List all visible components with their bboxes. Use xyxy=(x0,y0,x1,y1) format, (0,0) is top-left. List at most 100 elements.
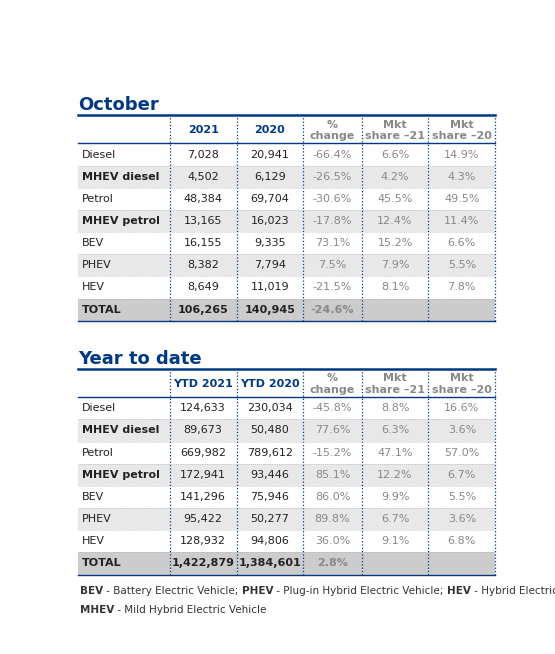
Text: 14.9%: 14.9% xyxy=(444,150,480,160)
Text: - Hybrid Electric Vehicle,: - Hybrid Electric Vehicle, xyxy=(471,585,555,596)
Text: 3.6%: 3.6% xyxy=(448,514,476,524)
Text: 77.6%: 77.6% xyxy=(315,426,350,436)
Text: 6.3%: 6.3% xyxy=(381,426,409,436)
Text: 15.2%: 15.2% xyxy=(377,238,413,248)
Text: 13,165: 13,165 xyxy=(184,216,223,226)
Text: 93,446: 93,446 xyxy=(250,470,289,480)
Text: 4,502: 4,502 xyxy=(187,172,219,182)
Text: TOTAL: TOTAL xyxy=(82,305,122,315)
Text: 48,384: 48,384 xyxy=(184,194,223,204)
Text: 4.2%: 4.2% xyxy=(381,172,410,182)
Text: 3.6%: 3.6% xyxy=(448,426,476,436)
Text: MHEV diesel: MHEV diesel xyxy=(82,426,160,436)
Text: HEV: HEV xyxy=(82,536,105,546)
Text: Petrol: Petrol xyxy=(82,447,114,458)
Text: 45.5%: 45.5% xyxy=(377,194,413,204)
Text: PHEV: PHEV xyxy=(82,260,112,270)
Text: 7,794: 7,794 xyxy=(254,260,286,270)
Text: 789,612: 789,612 xyxy=(247,447,293,458)
Text: -45.8%: -45.8% xyxy=(312,404,352,413)
Text: 2.8%: 2.8% xyxy=(317,559,348,568)
Text: MHEV: MHEV xyxy=(80,605,114,615)
Text: -26.5%: -26.5% xyxy=(313,172,352,182)
Text: 85.1%: 85.1% xyxy=(315,470,350,480)
Text: 5.5%: 5.5% xyxy=(448,492,476,502)
Text: 1,422,879: 1,422,879 xyxy=(171,559,235,568)
Text: 140,945: 140,945 xyxy=(244,305,295,315)
Text: 47.1%: 47.1% xyxy=(377,447,413,458)
Text: Diesel: Diesel xyxy=(82,150,117,160)
Text: 6,129: 6,129 xyxy=(254,172,286,182)
Text: BEV: BEV xyxy=(80,585,103,596)
Text: 7.5%: 7.5% xyxy=(319,260,347,270)
Bar xyxy=(78,143,495,165)
Text: - Battery Electric Vehicle;: - Battery Electric Vehicle; xyxy=(103,585,242,596)
Text: %
change: % change xyxy=(310,120,355,141)
Text: 8.1%: 8.1% xyxy=(381,283,409,292)
Bar xyxy=(78,232,495,254)
Text: 4.3%: 4.3% xyxy=(448,172,476,182)
Bar xyxy=(78,486,495,508)
Bar xyxy=(78,508,495,530)
Bar xyxy=(78,419,495,441)
Text: MHEV petrol: MHEV petrol xyxy=(82,216,160,226)
Text: -30.6%: -30.6% xyxy=(313,194,352,204)
Text: 2020: 2020 xyxy=(255,126,285,135)
Text: 12.2%: 12.2% xyxy=(377,470,413,480)
Text: 172,941: 172,941 xyxy=(180,470,226,480)
Text: %
change: % change xyxy=(310,373,355,395)
Bar xyxy=(78,441,495,464)
Text: 50,480: 50,480 xyxy=(250,426,289,436)
Text: PHEV: PHEV xyxy=(82,514,112,524)
Text: Mkt
share –21: Mkt share –21 xyxy=(365,120,425,141)
Text: 6.7%: 6.7% xyxy=(381,514,409,524)
Text: PHEV: PHEV xyxy=(242,585,274,596)
Text: Year to date: Year to date xyxy=(78,350,201,368)
Text: 128,932: 128,932 xyxy=(180,536,226,546)
Text: 8,649: 8,649 xyxy=(187,283,219,292)
Text: -24.6%: -24.6% xyxy=(311,305,354,315)
Text: 11.4%: 11.4% xyxy=(444,216,480,226)
Text: HEV: HEV xyxy=(82,283,105,292)
Text: -21.5%: -21.5% xyxy=(313,283,352,292)
Text: 12.4%: 12.4% xyxy=(377,216,413,226)
Text: 9,335: 9,335 xyxy=(254,238,286,248)
Bar xyxy=(78,277,495,298)
Text: Mkt
share –20: Mkt share –20 xyxy=(432,373,492,395)
Text: 5.5%: 5.5% xyxy=(448,260,476,270)
Text: 9.9%: 9.9% xyxy=(381,492,410,502)
Text: - Plug-in Hybrid Electric Vehicle;: - Plug-in Hybrid Electric Vehicle; xyxy=(274,585,447,596)
Text: 8,382: 8,382 xyxy=(187,260,219,270)
Text: 16,023: 16,023 xyxy=(251,216,289,226)
Text: 9.1%: 9.1% xyxy=(381,536,409,546)
Text: -15.2%: -15.2% xyxy=(313,447,352,458)
Text: -66.4%: -66.4% xyxy=(313,150,352,160)
Text: 230,034: 230,034 xyxy=(247,404,293,413)
Text: 8.8%: 8.8% xyxy=(381,404,410,413)
Bar xyxy=(78,553,495,574)
Text: 69,704: 69,704 xyxy=(250,194,289,204)
Text: October: October xyxy=(78,96,159,114)
Text: 1,384,601: 1,384,601 xyxy=(239,559,301,568)
Text: 86.0%: 86.0% xyxy=(315,492,350,502)
Bar xyxy=(78,254,495,277)
Text: 6.6%: 6.6% xyxy=(381,150,409,160)
Text: TOTAL: TOTAL xyxy=(82,559,122,568)
Text: 6.8%: 6.8% xyxy=(448,536,476,546)
Bar xyxy=(78,298,495,320)
Text: 95,422: 95,422 xyxy=(184,514,223,524)
Text: 124,633: 124,633 xyxy=(180,404,226,413)
Text: 2021: 2021 xyxy=(188,126,219,135)
Text: - Mild Hybrid Electric Vehicle: - Mild Hybrid Electric Vehicle xyxy=(114,605,267,615)
Bar xyxy=(78,397,495,419)
Text: 141,296: 141,296 xyxy=(180,492,226,502)
Text: 669,982: 669,982 xyxy=(180,447,226,458)
Text: HEV: HEV xyxy=(447,585,471,596)
Text: 73.1%: 73.1% xyxy=(315,238,350,248)
Text: 7,028: 7,028 xyxy=(187,150,219,160)
Text: MHEV diesel: MHEV diesel xyxy=(82,172,160,182)
Text: 50,277: 50,277 xyxy=(250,514,289,524)
Text: Petrol: Petrol xyxy=(82,194,114,204)
Bar xyxy=(78,464,495,486)
Text: -17.8%: -17.8% xyxy=(312,216,352,226)
